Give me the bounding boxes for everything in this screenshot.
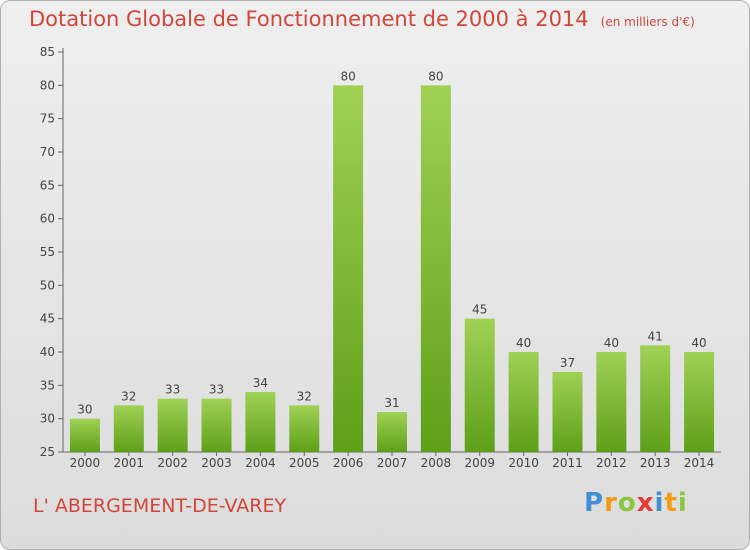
chart-title-text: Dotation Globale de Fonctionnement de 20…: [29, 7, 589, 31]
x-tick-label: 2006: [333, 456, 364, 470]
y-tick-label: 65: [40, 178, 55, 192]
logo-letter: i: [654, 488, 665, 518]
proxiti-logo[interactable]: Proxiti: [584, 488, 688, 518]
logo-letter: P: [584, 488, 605, 518]
bar-2000: [69, 418, 100, 452]
y-tick-label: 80: [40, 78, 55, 92]
y-tick-label: 35: [40, 378, 55, 392]
bar-2012: [596, 352, 627, 452]
x-tick-label: 2000: [70, 456, 101, 470]
data-label: 40: [691, 336, 706, 350]
bar-2002: [157, 398, 188, 452]
x-tick-label: 2001: [114, 456, 145, 470]
data-label: 34: [253, 376, 268, 390]
y-tick-label: 25: [40, 445, 55, 459]
data-label: 45: [472, 303, 487, 317]
bar-2014: [684, 352, 715, 452]
x-tick-label: 2002: [157, 456, 188, 470]
x-tick-label: 2009: [464, 456, 495, 470]
data-label: 37: [560, 356, 575, 370]
x-tick-label: 2011: [552, 456, 583, 470]
x-tick-label: 2003: [201, 456, 232, 470]
y-tick-label: 50: [40, 278, 55, 292]
data-label: 40: [516, 336, 531, 350]
bar-2005: [289, 405, 320, 452]
x-tick-label: 2007: [377, 456, 408, 470]
x-tick-label: 2005: [289, 456, 320, 470]
bar-2009: [464, 318, 495, 452]
bar-2001: [113, 405, 144, 452]
bar-2011: [552, 372, 583, 452]
logo-letter: x: [636, 488, 655, 518]
y-tick-label: 85: [40, 45, 55, 59]
data-label: 41: [648, 329, 663, 343]
logo-letter: o: [617, 488, 637, 518]
bar-2004: [245, 392, 276, 452]
data-label: 32: [121, 389, 136, 403]
y-tick-label: 40: [40, 345, 55, 359]
y-tick-label: 60: [40, 212, 55, 226]
bar-2010: [508, 352, 539, 452]
y-tick-label: 30: [40, 412, 55, 426]
x-tick-label: 2008: [421, 456, 452, 470]
data-label: 80: [428, 69, 443, 83]
y-tick-label: 70: [40, 145, 55, 159]
logo-letter: i: [677, 488, 688, 518]
data-label: 30: [77, 403, 92, 417]
x-tick-label: 2010: [508, 456, 539, 470]
data-label: 31: [384, 396, 399, 410]
chart-subtitle: (en milliers d'€): [600, 15, 695, 29]
logo-letter: r: [604, 488, 618, 518]
x-tick-label: 2004: [245, 456, 276, 470]
commune-name: L' ABERGEMENT-DE-VAREY: [33, 495, 287, 517]
y-tick-label: 75: [40, 112, 55, 126]
data-label: 32: [297, 389, 312, 403]
x-tick-label: 2014: [684, 456, 715, 470]
bar-2003: [201, 398, 232, 452]
y-tick-label: 45: [40, 312, 55, 326]
data-label: 33: [165, 383, 180, 397]
bar-2008: [420, 85, 451, 452]
data-label: 40: [604, 336, 619, 350]
data-label: 80: [340, 69, 355, 83]
bar-2007: [377, 412, 407, 452]
x-tick-label: 2012: [596, 456, 627, 470]
x-tick-label: 2013: [640, 456, 671, 470]
data-label: 33: [209, 383, 224, 397]
bar-2006: [333, 85, 364, 452]
logo-letter: t: [664, 488, 678, 518]
bar-2013: [640, 345, 671, 452]
y-tick-label: 55: [40, 245, 55, 259]
chart-title: Dotation Globale de Fonctionnement de 20…: [29, 7, 695, 31]
